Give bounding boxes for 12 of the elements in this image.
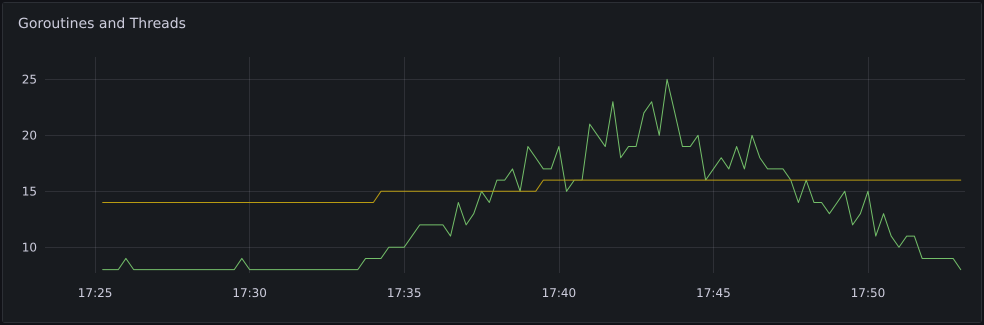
x-tick-label: 17:45 [696,286,731,300]
y-tick-label: 15 [22,184,37,198]
x-tick-label: 17:35 [386,286,422,300]
y-tick-label: 10 [22,240,37,254]
x-tick-label: 17:30 [232,286,267,300]
x-tick-label: 17:50 [850,286,886,300]
line-series [102,78,962,270]
y-tick-label: 20 [22,128,37,142]
y-tick-label: 25 [22,72,37,86]
chart-title: Goroutines and Threads [18,16,186,32]
x-tick-label: 17:40 [542,286,576,300]
x-tick-label: 17:25 [78,286,112,300]
